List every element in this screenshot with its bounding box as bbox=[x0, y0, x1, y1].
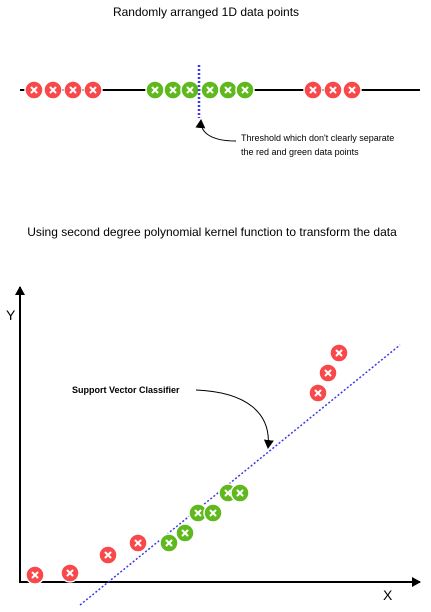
classifier-line bbox=[79, 344, 401, 606]
classifier-note: Support Vector Classifier bbox=[72, 385, 180, 395]
points-1d bbox=[24, 80, 362, 100]
threshold-arrow bbox=[195, 119, 237, 142]
threshold-note: Threshold which don't clearly separate bbox=[241, 133, 394, 143]
classifier-arrow bbox=[195, 389, 274, 449]
points-2d bbox=[25, 343, 349, 585]
bottom-title: Using second degree polynomial kernel fu… bbox=[27, 225, 397, 239]
x-label: X bbox=[383, 587, 393, 603]
top-title: Randomly arranged 1D data points bbox=[113, 5, 299, 19]
threshold-note: the red and green data points bbox=[241, 147, 359, 157]
y-label: Y bbox=[6, 307, 16, 323]
